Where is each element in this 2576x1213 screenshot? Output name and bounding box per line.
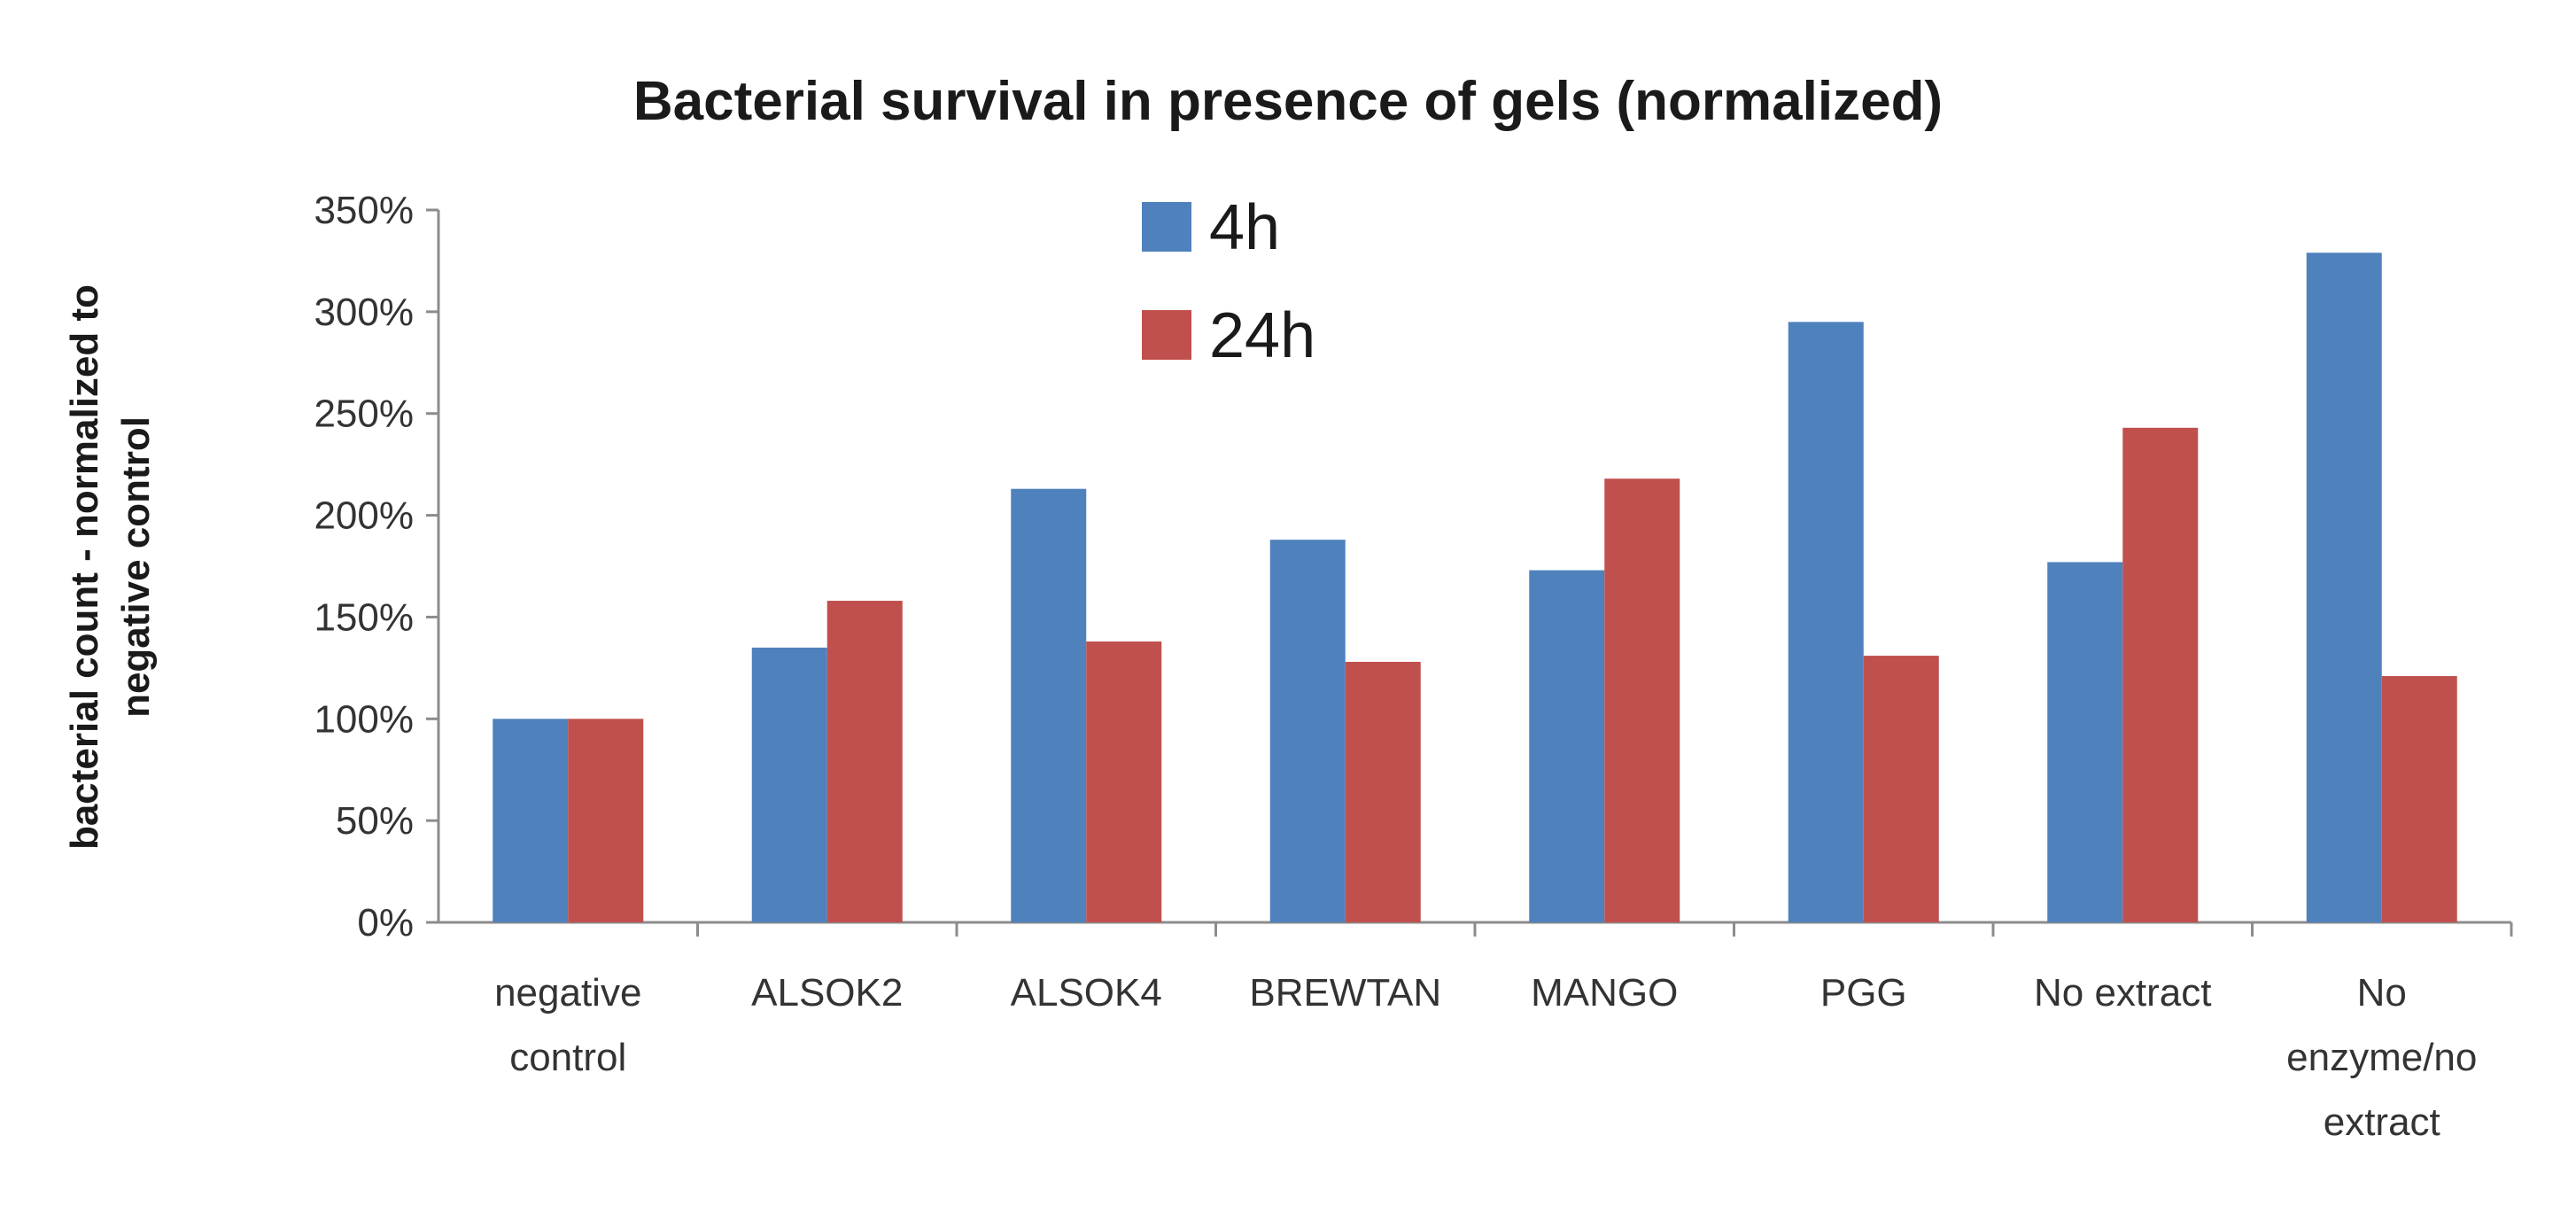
x-tick-label: PGG	[1820, 971, 1907, 1015]
chart-title: Bacterial survival in presence of gels (…	[633, 71, 1943, 132]
y-tick-label: 300%	[314, 291, 414, 334]
y-axis-label-line: negative control	[114, 416, 158, 718]
y-tick-label: 150%	[314, 595, 414, 639]
x-tick-label: ALSOK4	[1011, 971, 1162, 1015]
y-tick-label: 0%	[357, 901, 414, 945]
bar-24h	[1863, 656, 1939, 922]
bar-24h	[1345, 661, 1421, 922]
bar-24h	[2381, 676, 2457, 922]
bar-24h	[826, 601, 903, 922]
bars	[493, 253, 2457, 922]
x-tick-label: BREWTAN	[1249, 971, 1441, 1015]
y-tick-label: 250%	[314, 393, 414, 436]
axes	[437, 210, 2513, 937]
y-tick-label: 200%	[314, 494, 414, 538]
x-tick-label: ALSOK2	[751, 971, 903, 1015]
x-tick-label: control	[509, 1036, 626, 1079]
bar-4h	[2306, 253, 2382, 922]
bar-4h	[1011, 488, 1087, 922]
y-axis-label-line: bacterial count - normalized to	[63, 284, 106, 850]
bar-24h	[1604, 478, 1680, 922]
legend-swatch-24h	[1142, 310, 1191, 360]
bar-4h	[1788, 322, 1864, 922]
bar-24h	[568, 719, 644, 922]
x-tick-label: MANGO	[1531, 971, 1678, 1015]
x-tick-label: No extract	[2034, 971, 2212, 1015]
legend-label-24h: 24h	[1209, 300, 1315, 371]
bar-4h	[1269, 540, 1346, 922]
legend-label-4h: 4h	[1209, 192, 1280, 263]
legend: 4h 24h	[1142, 192, 1315, 371]
bar-4h	[751, 647, 827, 922]
bar-4h	[2047, 562, 2123, 922]
bar-24h	[1086, 641, 1162, 922]
y-tick-labels: 0% 50% 100% 150% 200% 250% 300% 350%	[314, 189, 438, 945]
x-tick-label: negative	[494, 971, 641, 1015]
x-tick-labels: negative control ALSOK2 ALSOK4 BREWTAN MANGO P…	[494, 971, 2477, 1144]
bar-24h	[2122, 427, 2199, 922]
legend-swatch-4h	[1142, 202, 1191, 252]
y-tick-label: 350%	[314, 189, 414, 232]
bar-4h	[493, 719, 569, 922]
y-tick-label: 50%	[336, 799, 414, 843]
y-axis-label: bacterial count - normalized to negative …	[63, 284, 158, 850]
y-tick-label: 100%	[314, 697, 414, 741]
x-tick-label: enzyme/no	[2286, 1036, 2477, 1079]
x-tick-label: extract	[2324, 1100, 2440, 1144]
x-tick-label: No	[2357, 971, 2407, 1015]
bar-4h	[1529, 570, 1605, 922]
